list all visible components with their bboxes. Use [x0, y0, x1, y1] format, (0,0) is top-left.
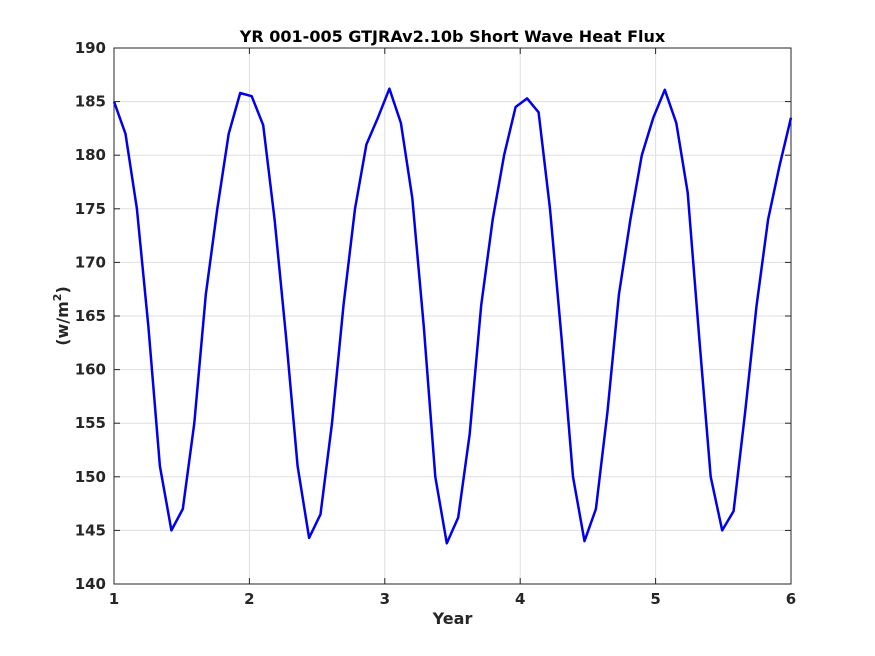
x-tick-label: 6	[786, 590, 796, 608]
y-tick-label: 175	[75, 200, 106, 218]
y-tick-label: 140	[75, 575, 106, 593]
y-axis-label: (w/m2)	[51, 286, 72, 346]
y-tick-label: 190	[75, 39, 106, 57]
y-tick-label: 165	[75, 307, 106, 325]
y-tick-label: 170	[75, 253, 106, 271]
y-axis-label-superscript: 2	[51, 294, 64, 302]
x-tick-label: 1	[109, 590, 119, 608]
axis-ticks	[113, 47, 792, 585]
chart-title: YR 001-005 GTJRAv2.10b Short Wave Heat F…	[239, 27, 666, 46]
y-tick-labels: 140 145 150 155 160 165 170 175 180 185 190	[75, 39, 106, 593]
y-tick-label: 155	[75, 414, 106, 432]
x-tick-label: 3	[380, 590, 390, 608]
x-axis-label: Year	[432, 609, 473, 628]
y-tick-label: 150	[75, 468, 106, 486]
y-axis-label-main: (w/m	[53, 301, 72, 346]
y-tick-label: 145	[75, 521, 106, 539]
y-tick-label: 185	[75, 93, 106, 111]
y-tick-label: 160	[75, 361, 106, 379]
x-tick-label: 4	[515, 590, 525, 608]
x-tick-labels: 1 2 3 4 5 6	[109, 590, 796, 608]
x-tick-label: 5	[650, 590, 660, 608]
series-line	[112, 87, 793, 545]
x-tick-label: 2	[244, 590, 254, 608]
grid-lines	[113, 47, 792, 585]
y-tick-label: 180	[75, 146, 106, 164]
y-axis-label-close: )	[53, 286, 72, 293]
